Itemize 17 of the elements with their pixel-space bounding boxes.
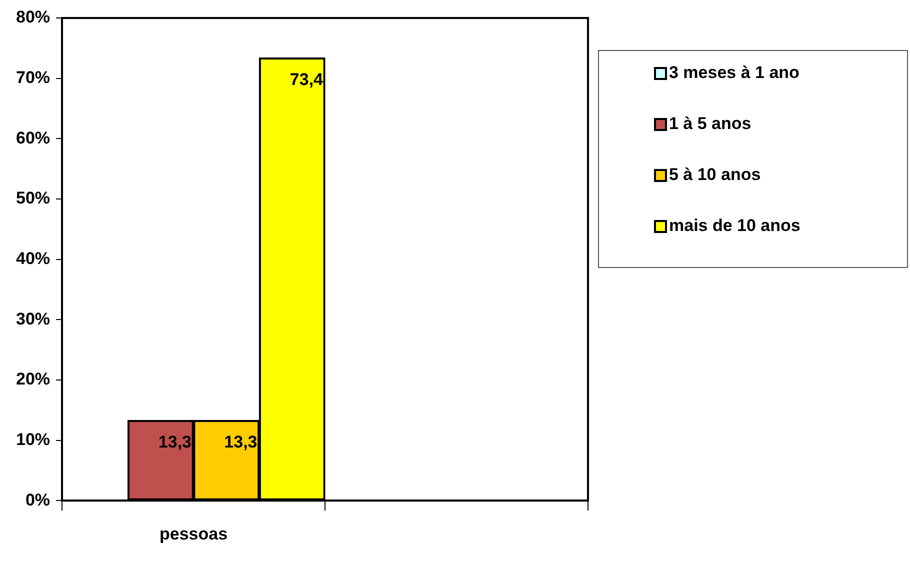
- data-label: 13,3: [158, 432, 192, 452]
- y-tick-label: 20%: [16, 370, 50, 389]
- y-tick-label: 80%: [16, 8, 50, 27]
- legend-label: 1 à 5 anos: [669, 114, 752, 134]
- legend-label: 3 meses à 1 ano: [669, 63, 800, 83]
- y-tick-label: 60%: [16, 128, 50, 148]
- y-tick-label: 30%: [16, 309, 50, 328]
- y-tick-label: 10%: [16, 430, 50, 449]
- y-tick-label: 70%: [16, 68, 50, 88]
- x-tick-label: pessoas: [159, 524, 228, 544]
- y-tick-label: 0%: [25, 490, 50, 510]
- legend-label: mais de 10 anos: [669, 216, 800, 236]
- data-label: 13,3: [224, 432, 258, 452]
- data-label: 73,4: [290, 70, 324, 89]
- legend-label: 5 à 10 anos: [669, 165, 761, 185]
- y-tick-label: 50%: [16, 188, 50, 208]
- y-tick-label: 40%: [16, 248, 50, 268]
